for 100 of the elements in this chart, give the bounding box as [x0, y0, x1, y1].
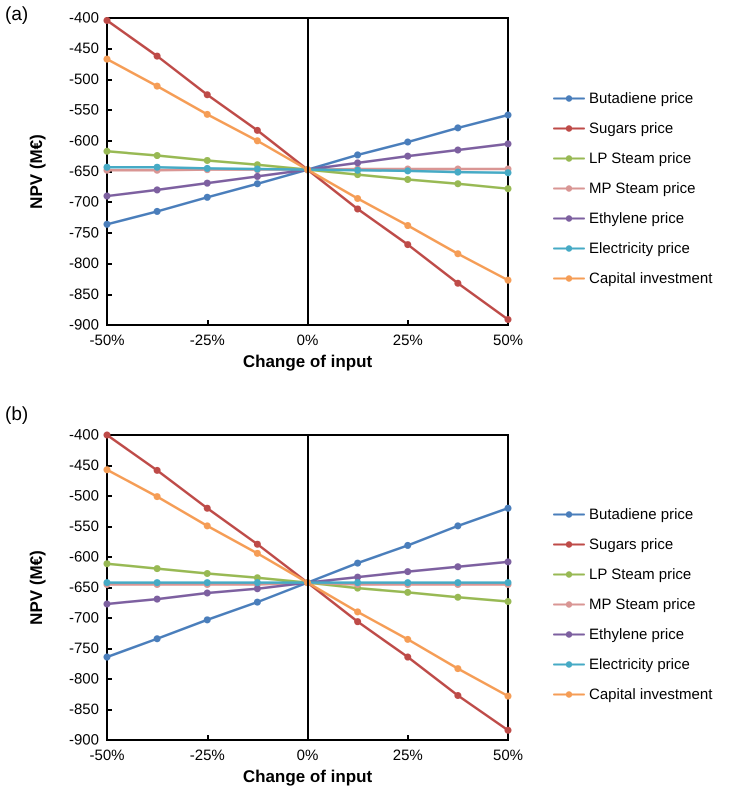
- legend-label: MP Steam price: [589, 596, 696, 613]
- y-tick-label: -500: [68, 70, 99, 88]
- point: [404, 152, 412, 160]
- point: [204, 504, 211, 512]
- point: [404, 568, 412, 576]
- point: [404, 138, 412, 146]
- y-tick-label: -800: [68, 670, 99, 688]
- point: [454, 180, 462, 188]
- point: [104, 148, 110, 155]
- point: [104, 560, 110, 568]
- point: [254, 172, 261, 180]
- y-tick-label: -550: [68, 102, 99, 119]
- point: [104, 654, 110, 661]
- point: [154, 208, 161, 215]
- point: [504, 558, 512, 566]
- point: [254, 598, 261, 606]
- point: [454, 665, 462, 672]
- x-tick-label: -50%: [89, 747, 125, 764]
- y-tick-label: -750: [68, 224, 99, 242]
- x-tick-label: 25%: [392, 747, 423, 764]
- y-tick-label: -400: [68, 426, 99, 444]
- point: [504, 140, 512, 148]
- y-tick-label: -700: [68, 610, 99, 626]
- y-tick-label: -700: [68, 194, 99, 211]
- point: [154, 52, 161, 60]
- x-tick-label: -50%: [89, 332, 125, 349]
- y-tick-label: -900: [68, 732, 99, 748]
- point: [504, 598, 512, 606]
- point: [354, 195, 362, 202]
- point: [504, 692, 512, 700]
- point: [104, 600, 110, 608]
- point: [404, 241, 412, 248]
- y-tick-label: -650: [68, 163, 99, 180]
- x-tick-label: -25%: [190, 332, 225, 349]
- y-axis-title: NPV (M€): [27, 550, 46, 625]
- point: [454, 692, 462, 699]
- x-tick-label: 25%: [392, 332, 423, 349]
- legend-label: Sugars price: [589, 120, 674, 137]
- point: [454, 563, 462, 570]
- x-tick-label: -25%: [190, 747, 225, 764]
- point: [204, 194, 211, 201]
- point: [504, 504, 512, 512]
- point: [504, 169, 512, 176]
- y-tick-label: -650: [68, 579, 99, 596]
- point: [204, 156, 211, 164]
- point: [154, 493, 161, 500]
- point: [204, 180, 211, 187]
- point: [404, 636, 412, 643]
- point: [254, 137, 261, 144]
- point: [354, 618, 362, 626]
- point: [454, 594, 462, 601]
- x-tick-label: 50%: [492, 332, 524, 349]
- point: [504, 316, 512, 323]
- point: [504, 726, 512, 734]
- point: [104, 56, 110, 63]
- point: [254, 126, 261, 134]
- point: [404, 176, 412, 183]
- point: [154, 164, 161, 171]
- legend-label: MP Steam price: [589, 180, 696, 197]
- x-axis-title: Change of input: [242, 352, 373, 371]
- point: [104, 466, 110, 474]
- point: [104, 432, 110, 438]
- point: [204, 616, 211, 624]
- legend-label: LP Steam price: [589, 150, 692, 167]
- point: [254, 550, 261, 557]
- legend-label: Sugars price: [589, 536, 674, 553]
- point: [204, 589, 211, 596]
- point: [454, 250, 462, 258]
- point: [404, 542, 412, 549]
- point: [504, 112, 512, 119]
- chart-title: (b): [5, 404, 28, 425]
- point: [154, 152, 161, 160]
- point: [154, 82, 161, 90]
- point: [154, 596, 161, 603]
- y-tick-label: -850: [68, 286, 99, 303]
- x-axis-title: Change of input: [242, 767, 373, 786]
- y-tick-label: -550: [68, 518, 99, 535]
- point: [504, 276, 512, 284]
- point: [154, 635, 161, 642]
- point: [204, 522, 211, 530]
- point: [354, 205, 362, 212]
- chart-title: (a): [5, 4, 28, 25]
- point: [104, 220, 110, 228]
- point: [354, 151, 362, 158]
- point: [504, 185, 512, 192]
- point: [454, 522, 462, 530]
- y-tick-label: -450: [68, 457, 99, 474]
- y-tick-label: -750: [68, 640, 99, 657]
- x-tick-label: 0%: [296, 747, 318, 764]
- legend-label: Ethylene price: [589, 626, 684, 643]
- point: [454, 168, 462, 176]
- y-tick-label: -600: [68, 132, 99, 150]
- y-tick-label: -450: [68, 40, 99, 58]
- point: [204, 570, 211, 577]
- y-tick-label: -800: [68, 255, 99, 272]
- x-tick-label: 50%: [492, 747, 524, 764]
- point: [154, 186, 161, 194]
- point: [354, 560, 362, 567]
- legend-label: Electricity price: [589, 240, 690, 257]
- legend-label: Capital investment: [589, 686, 714, 703]
